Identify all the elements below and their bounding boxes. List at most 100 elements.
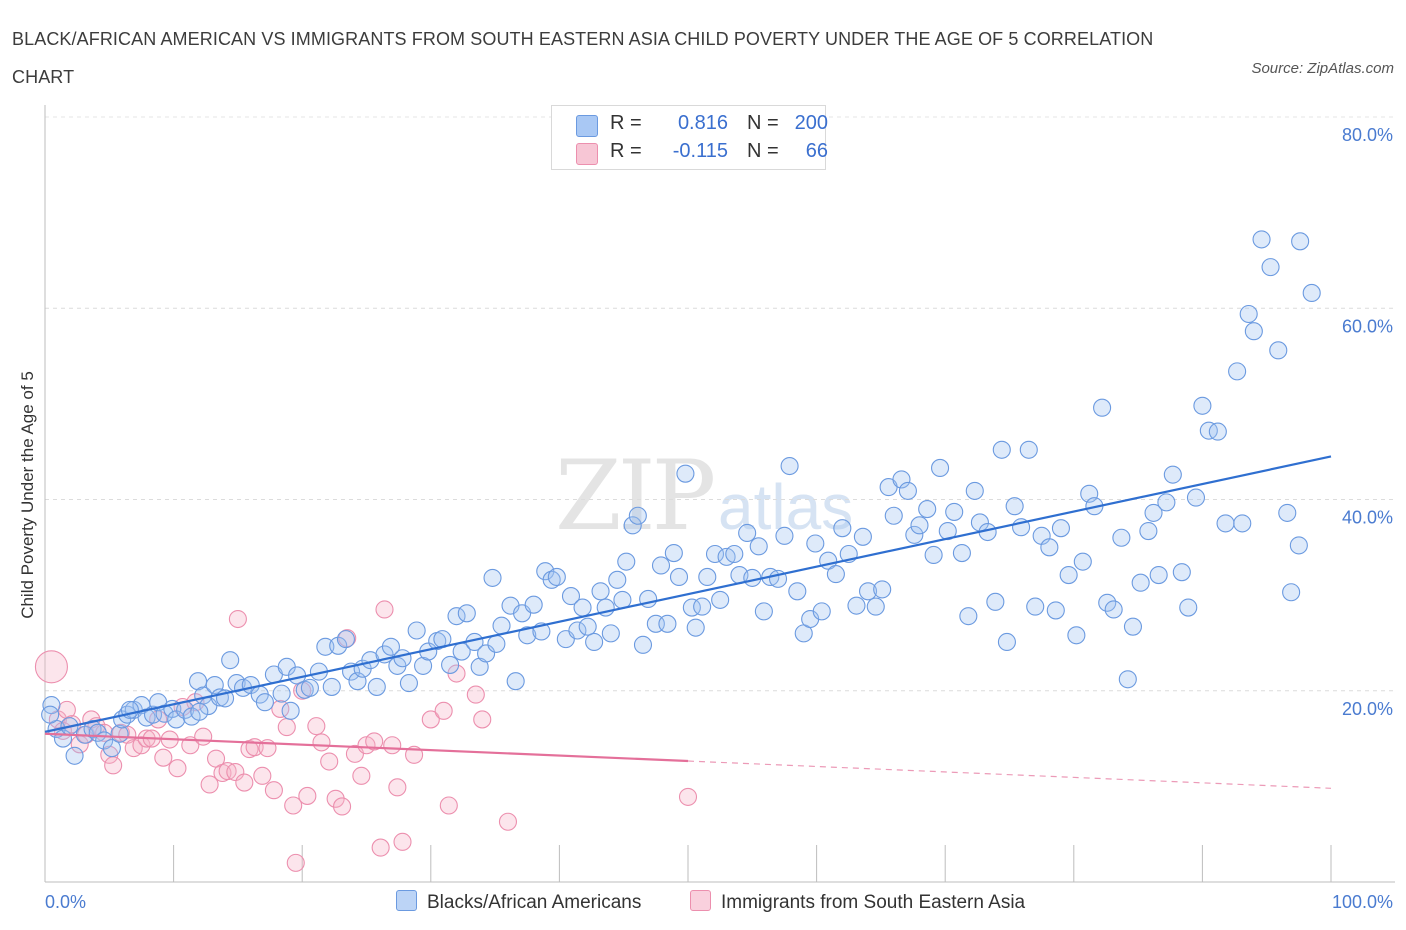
point-blacks (190, 702, 209, 721)
point-blacks (601, 624, 620, 643)
point-blacks (905, 525, 924, 544)
point-blacks (102, 739, 121, 758)
point-immigrants (371, 838, 390, 857)
point-blacks (628, 506, 647, 525)
point-immigrants (439, 796, 458, 815)
point-blacks (1233, 514, 1252, 533)
point-blacks (669, 567, 689, 587)
point-immigrants (218, 762, 237, 781)
point-blacks (1278, 503, 1297, 522)
point-blacks (686, 618, 705, 637)
point-blacks (1252, 230, 1271, 249)
point-blacks (986, 592, 1005, 611)
legend-n-value: 200 (794, 112, 828, 134)
point-immigrants (226, 762, 245, 782)
point-immigrants (333, 797, 352, 816)
point-blacks (1144, 503, 1163, 522)
point-blacks (664, 543, 683, 563)
legend-label-blacks: Blacks/African Americans (427, 892, 642, 913)
point-blacks (1289, 536, 1308, 555)
y-tick-label: 40.0% (1342, 508, 1393, 528)
legend-label-immigrants: Immigrants from South Eastern Asia (721, 892, 1026, 913)
point-blacks (578, 617, 597, 636)
point-blacks (322, 677, 341, 696)
point-immigrants (352, 766, 371, 785)
point-blacks (806, 534, 825, 553)
point-immigrants (434, 701, 453, 720)
legend-n-value: 66 (805, 140, 828, 162)
point-blacks (561, 587, 581, 606)
point-blacks (910, 516, 929, 535)
point-blacks (1291, 232, 1310, 251)
point-blacks (414, 656, 433, 675)
point-blacks (300, 678, 319, 697)
point-blacks (518, 626, 537, 645)
stats-legend: R = 0.816 N = 200 R = -0.115 N = 66 (551, 105, 828, 170)
point-blacks (399, 674, 418, 693)
point-blacks (336, 630, 355, 649)
tick-marks (44, 845, 1332, 882)
point-blacks (1157, 493, 1176, 512)
point-immigrants (264, 781, 283, 800)
point-blacks (1104, 600, 1123, 619)
point-blacks (255, 693, 274, 712)
point-immigrants (393, 832, 412, 851)
point-blacks (457, 604, 476, 623)
point-blacks (749, 537, 768, 556)
watermark-atlas: atlas (718, 471, 854, 543)
series-immigrants-points (34, 600, 698, 872)
point-blacks (591, 582, 610, 601)
point-immigrants (154, 748, 173, 767)
point-blacks (1046, 601, 1065, 620)
point-blacks (1208, 422, 1227, 441)
y-tick-label: 20.0% (1342, 699, 1393, 719)
point-blacks (952, 543, 971, 563)
point-immigrants (277, 718, 296, 737)
bottom-legend-blacks: Blacks/African Americans (396, 890, 641, 914)
legend-n-label: N = (747, 112, 779, 134)
point-blacks (221, 651, 240, 670)
point-immigrants (307, 717, 326, 736)
point-blacks (506, 672, 525, 691)
point-blacks (381, 637, 400, 656)
y-tick-label: 80.0% (1342, 125, 1393, 145)
point-immigrants (34, 650, 68, 684)
legend-r-value: -0.115 (672, 140, 728, 162)
point-blacks (945, 502, 964, 521)
y-tick-label: 60.0% (1342, 316, 1393, 336)
point-blacks (316, 637, 335, 656)
point-blacks (281, 701, 300, 720)
x-tick-label: 0.0% (45, 892, 86, 912)
point-immigrants (235, 773, 254, 792)
series-blacks-points (41, 230, 1321, 765)
legend-swatch-pink (690, 890, 711, 911)
point-blacks (1019, 440, 1038, 459)
point-immigrants (194, 727, 213, 746)
point-blacks (676, 464, 695, 483)
point-blacks (965, 481, 984, 500)
point-blacks (1059, 565, 1078, 585)
point-blacks (873, 580, 892, 599)
legend-n-label: N = (747, 140, 779, 162)
point-blacks (743, 568, 762, 587)
point-immigrants (286, 853, 305, 872)
point-blacks (1051, 519, 1070, 538)
point-blacks (1118, 670, 1137, 689)
point-blacks (188, 672, 208, 691)
point-blacks (483, 568, 502, 587)
point-blacks (1282, 583, 1301, 602)
legend-r-label: R = (610, 140, 642, 162)
point-immigrants (298, 786, 317, 805)
point-blacks (1139, 522, 1158, 541)
point-blacks (1098, 593, 1117, 612)
point-immigrants (365, 732, 384, 751)
point-blacks (1163, 465, 1182, 484)
legend-r-label: R = (610, 112, 642, 134)
point-blacks (1172, 563, 1191, 582)
point-blacks (1040, 538, 1059, 557)
point-immigrants (104, 756, 123, 775)
point-blacks (833, 519, 852, 538)
trend-line-immigrants (44, 732, 689, 763)
point-immigrants (421, 710, 440, 729)
